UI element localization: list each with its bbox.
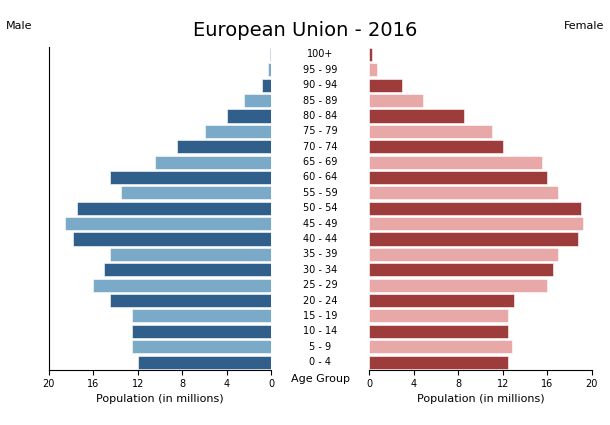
Text: 100+: 100+: [307, 49, 334, 60]
Text: 35 - 39: 35 - 39: [303, 249, 337, 259]
Text: 25 - 29: 25 - 29: [303, 280, 337, 290]
Bar: [77, 202, 271, 215]
Text: 40 - 44: 40 - 44: [303, 234, 337, 244]
Text: 85 - 89: 85 - 89: [303, 96, 337, 105]
Bar: [369, 356, 508, 368]
Text: 10 - 14: 10 - 14: [303, 326, 337, 336]
Bar: [138, 356, 271, 368]
Bar: [110, 294, 271, 307]
Text: 90 - 94: 90 - 94: [303, 80, 337, 90]
Text: 55 - 59: 55 - 59: [303, 188, 337, 198]
Bar: [369, 309, 508, 323]
Text: 80 - 84: 80 - 84: [303, 111, 337, 121]
Bar: [93, 279, 271, 292]
Bar: [369, 232, 578, 246]
Bar: [132, 309, 271, 323]
Bar: [110, 248, 271, 261]
X-axis label: Population (in millions): Population (in millions): [417, 394, 544, 404]
Text: 60 - 64: 60 - 64: [303, 173, 337, 182]
Bar: [369, 63, 377, 76]
Text: 95 - 99: 95 - 99: [303, 65, 337, 75]
Text: 30 - 34: 30 - 34: [303, 265, 337, 275]
Text: 15 - 19: 15 - 19: [303, 311, 337, 321]
Bar: [369, 140, 503, 153]
Bar: [262, 79, 271, 92]
Bar: [369, 79, 403, 92]
Bar: [369, 109, 464, 122]
Text: Male: Male: [6, 21, 32, 31]
Bar: [104, 263, 271, 276]
Text: European Union - 2016: European Union - 2016: [193, 21, 417, 40]
Bar: [369, 340, 512, 353]
Bar: [369, 325, 508, 338]
X-axis label: Age Group: Age Group: [291, 374, 350, 384]
Bar: [369, 171, 547, 184]
Bar: [369, 202, 581, 215]
Bar: [121, 186, 271, 199]
X-axis label: Population (in millions): Population (in millions): [96, 394, 224, 404]
Bar: [369, 48, 373, 61]
Text: 0 - 4: 0 - 4: [309, 357, 331, 367]
Bar: [73, 232, 271, 246]
Bar: [132, 325, 271, 338]
Bar: [110, 171, 271, 184]
Bar: [65, 217, 271, 230]
Bar: [369, 263, 553, 276]
Bar: [132, 340, 271, 353]
Bar: [369, 186, 558, 199]
Bar: [369, 156, 542, 169]
Text: 50 - 54: 50 - 54: [303, 203, 337, 213]
Bar: [268, 63, 271, 76]
Text: 65 - 69: 65 - 69: [303, 157, 337, 167]
Text: 45 - 49: 45 - 49: [303, 218, 337, 229]
Bar: [369, 279, 547, 292]
Bar: [369, 294, 514, 307]
Bar: [369, 94, 423, 107]
Text: Female: Female: [564, 21, 604, 31]
Text: 70 - 74: 70 - 74: [303, 142, 337, 152]
Text: 75 - 79: 75 - 79: [303, 126, 337, 136]
Bar: [177, 140, 271, 153]
Bar: [369, 248, 558, 261]
Bar: [243, 94, 271, 107]
Text: 20 - 24: 20 - 24: [303, 295, 337, 306]
Bar: [154, 156, 271, 169]
Bar: [270, 48, 271, 61]
Bar: [204, 125, 271, 138]
Text: 5 - 9: 5 - 9: [309, 342, 331, 351]
Bar: [227, 109, 271, 122]
Bar: [369, 217, 583, 230]
Bar: [369, 125, 492, 138]
